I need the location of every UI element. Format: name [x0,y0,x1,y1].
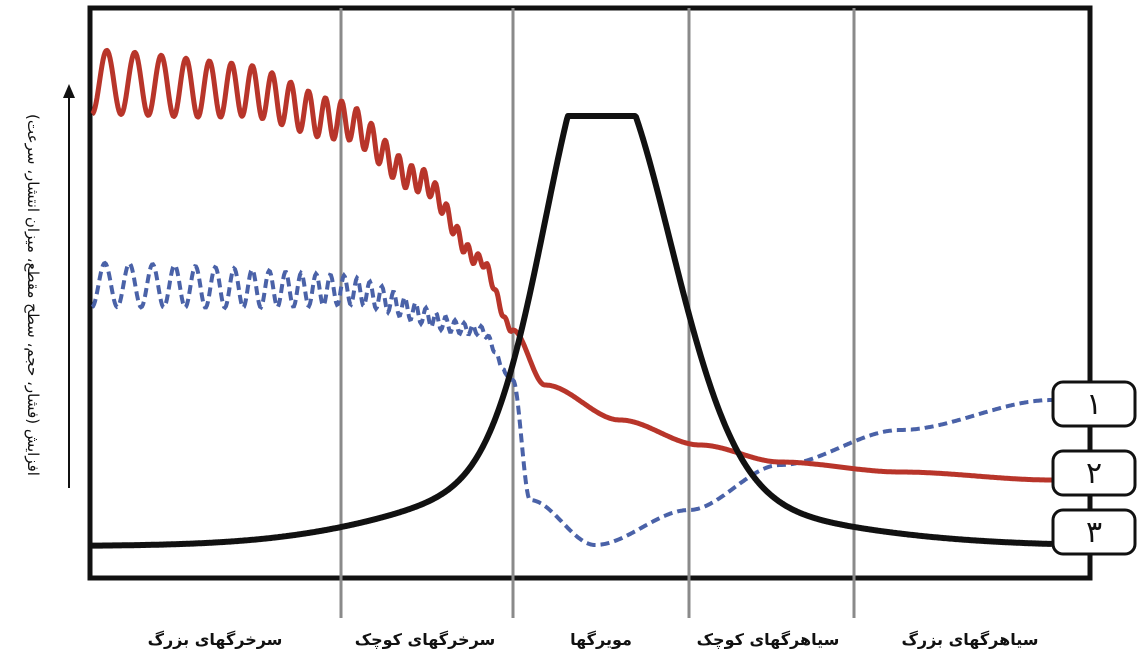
segment-label-capillaries: مویرگها [570,630,632,649]
segment-label-small-veins: سیاهرگهای کوچک [697,630,840,650]
label-box-2: ۲ [1051,449,1137,497]
label-box-3-number: ۳ [1086,515,1102,550]
plot-frame [87,5,1093,581]
label-box-2-number: ۲ [1086,456,1102,491]
segment-labels: سرخرگهای بزرگ سرخرگهای کوچک مویرگها سیاه… [148,630,1039,650]
segment-label-small-arteries: سرخرگهای کوچک [355,630,496,650]
label-box-3: ۳ [1051,508,1137,556]
curve-2-red [90,47,1054,483]
label-box-1: ۱ [1051,380,1137,428]
label-box-1-number: ۱ [1086,387,1102,422]
y-axis-arrow [63,84,75,488]
segment-label-large-veins: سیاهرگهای بزرگ [902,630,1039,649]
y-axis-label: افزایش (فشار، حجم، سطح مقطع، میزان انتشا… [24,114,42,476]
segment-label-large-arteries: سرخرگهای بزرگ [148,630,283,649]
curve-3-black [90,113,1054,549]
